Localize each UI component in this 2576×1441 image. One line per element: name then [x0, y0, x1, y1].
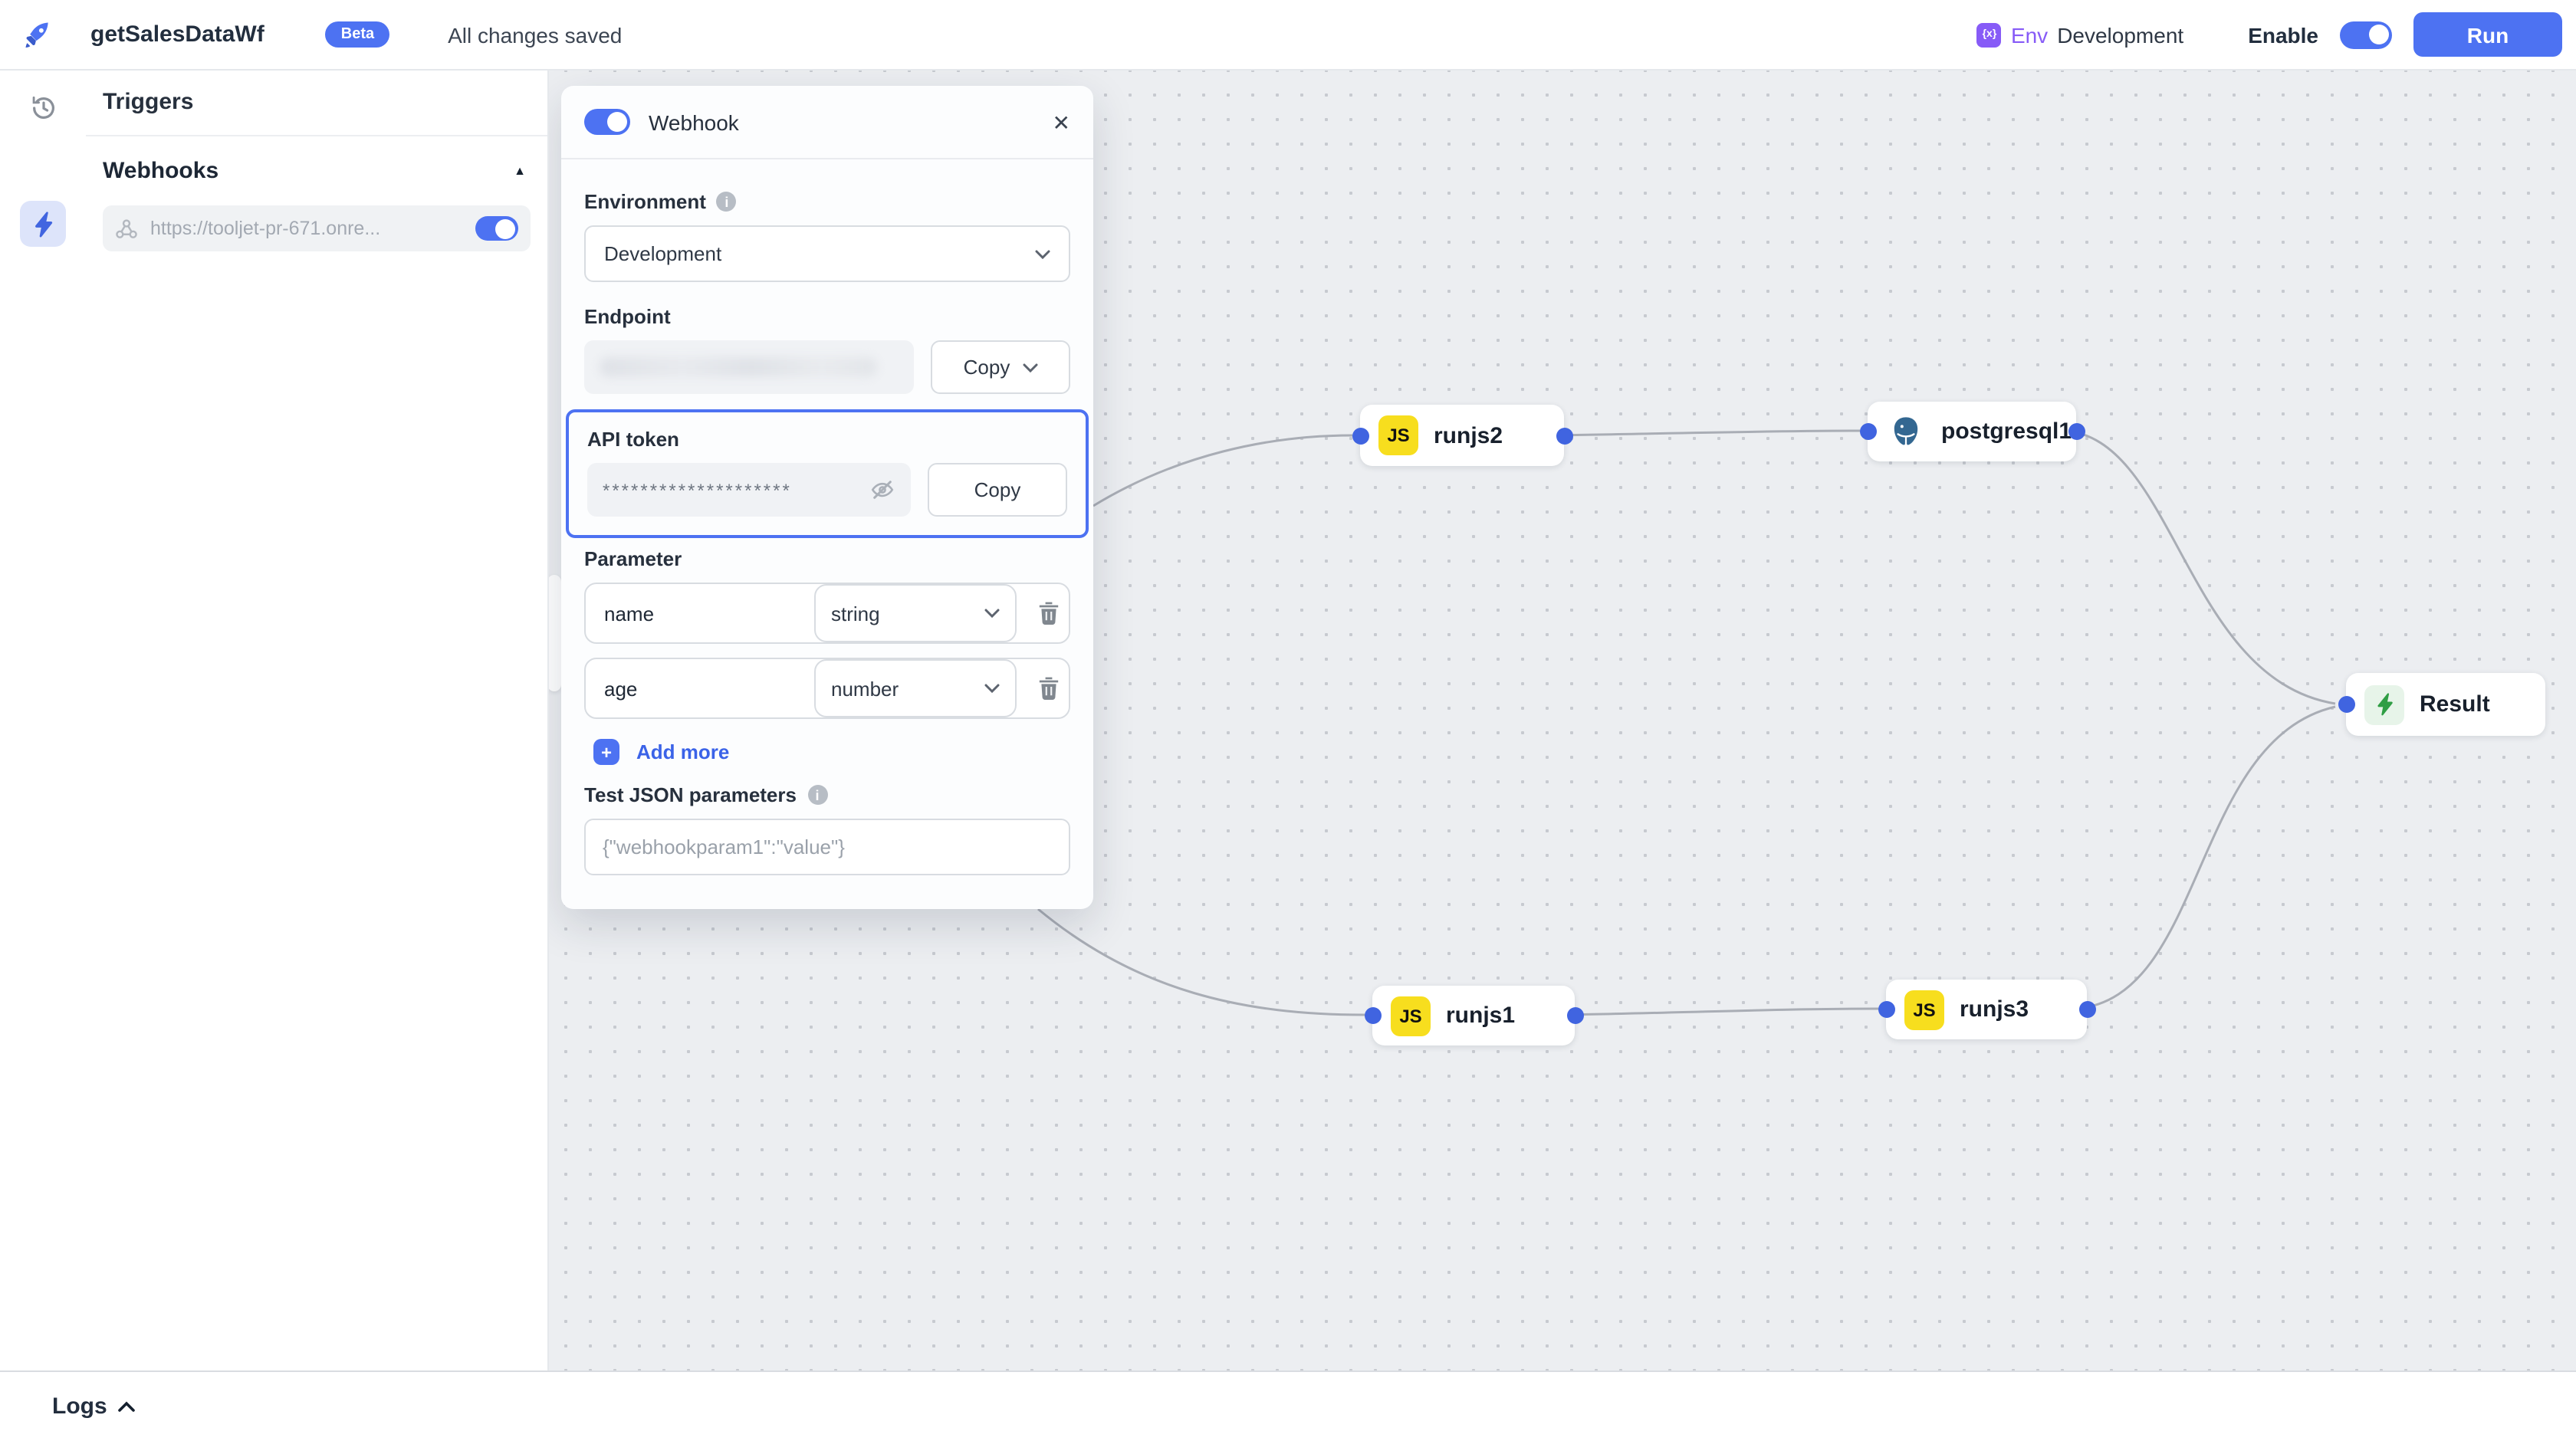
- webhooks-section-title: Webhooks: [103, 158, 219, 184]
- api-token-highlight-section: API token ********************: [566, 409, 1089, 538]
- chevron-down-icon: [984, 684, 1000, 693]
- run-history-icon[interactable]: [20, 84, 66, 130]
- input-port[interactable]: [1364, 1007, 1381, 1024]
- endpoint-value-field[interactable]: [584, 340, 914, 394]
- app-header: getSalesDataWf Beta All changes saved {x…: [0, 0, 2576, 71]
- triggers-panel: Triggers Webhooks ▲ https://tooljet-pr-6…: [86, 69, 549, 1372]
- test-json-input[interactable]: [584, 819, 1070, 875]
- edge-webhook-runjs1: [1037, 908, 1365, 1016]
- edge-runjs3-result: [2075, 705, 2336, 1010]
- environment-select[interactable]: Development: [584, 225, 1070, 282]
- tooljet-logo-icon[interactable]: [20, 18, 54, 51]
- env-value: Development: [2057, 22, 2184, 47]
- chevron-down-icon: [1022, 363, 1037, 372]
- edge-runjs2-postgresql1: [1552, 429, 1861, 437]
- edge-webhook-runjs2: [1092, 434, 1353, 507]
- parameter-name-input[interactable]: [586, 602, 814, 625]
- env-label: Env: [2010, 22, 2049, 47]
- edge-postgresql1-result: [2065, 429, 2336, 705]
- environment-label: Environment: [584, 190, 706, 213]
- webhooks-section-header[interactable]: Webhooks ▲: [86, 136, 547, 196]
- delete-parameter-icon[interactable]: [1029, 676, 1069, 701]
- add-more-button[interactable]: + Add more: [593, 739, 1070, 765]
- node-runjs2[interactable]: JS runjs2: [1352, 405, 1572, 466]
- node-runjs1[interactable]: JS runjs1: [1364, 986, 1583, 1045]
- api-token-copy-button[interactable]: Copy: [928, 463, 1067, 517]
- chevron-up-icon: [117, 1401, 135, 1412]
- api-token-label: API token: [587, 428, 679, 451]
- parameter-name-input[interactable]: [586, 677, 814, 700]
- close-icon[interactable]: ✕: [1052, 110, 1070, 134]
- webhook-list-item[interactable]: https://tooljet-pr-671.onre...: [103, 205, 531, 251]
- enable-toggle[interactable]: [2340, 21, 2392, 48]
- input-port[interactable]: [1859, 423, 1876, 440]
- endpoint-value-redacted: [600, 357, 877, 377]
- result-bolt-icon: [2364, 684, 2404, 724]
- output-port[interactable]: [1556, 427, 1572, 444]
- parameter-label: Parameter: [584, 547, 682, 570]
- node-result[interactable]: Result: [2338, 673, 2545, 736]
- webhook-url: https://tooljet-pr-671.onre...: [150, 218, 381, 239]
- output-port[interactable]: [1566, 1007, 1583, 1024]
- output-port[interactable]: [2068, 423, 2085, 440]
- webhook-enable-toggle[interactable]: [584, 109, 630, 135]
- edge-runjs1-runjs3: [1563, 1007, 1879, 1016]
- triggers-tab-bolt-icon[interactable]: [20, 201, 66, 247]
- beta-badge: Beta: [325, 21, 390, 48]
- postgresql-icon: [1886, 412, 1926, 451]
- js-icon: JS: [1391, 996, 1431, 1036]
- endpoint-copy-button[interactable]: Copy: [931, 340, 1070, 394]
- panel-title: Triggers: [86, 69, 547, 136]
- modal-title: Webhook: [649, 110, 739, 134]
- logs-bar: Logs: [0, 1370, 2576, 1441]
- enable-label: Enable: [2248, 22, 2318, 47]
- parameter-type-select[interactable]: number: [814, 659, 1017, 717]
- parameter-type-select[interactable]: string: [814, 584, 1017, 642]
- js-icon: JS: [1904, 990, 1944, 1029]
- info-icon: i: [807, 785, 827, 805]
- webhook-config-modal: Webhook ✕ Environment i Development Endp…: [561, 86, 1093, 909]
- info-icon: i: [716, 192, 737, 212]
- collapse-up-icon[interactable]: ▲: [514, 164, 526, 178]
- delete-parameter-icon[interactable]: [1029, 601, 1069, 625]
- webhook-item-toggle[interactable]: [475, 216, 518, 241]
- hidden-webhook-node-sliver: [547, 575, 561, 691]
- chevron-down-icon: [984, 609, 1000, 618]
- parameter-row: string: [584, 583, 1070, 644]
- node-runjs3[interactable]: JS runjs3: [1878, 980, 2095, 1039]
- input-port[interactable]: [1352, 427, 1368, 444]
- workflow-title[interactable]: getSalesDataWf: [90, 21, 264, 48]
- logs-toggle[interactable]: Logs: [52, 1393, 135, 1420]
- webhook-icon: [115, 217, 138, 240]
- endpoint-label: Endpoint: [584, 305, 671, 328]
- run-button[interactable]: Run: [2413, 12, 2562, 57]
- api-token-field[interactable]: ********************: [587, 463, 911, 517]
- env-icon: {x}: [1976, 22, 2002, 47]
- workflow-canvas[interactable]: JS runjs2 postgresql1: [547, 69, 2576, 1372]
- environment-indicator[interactable]: {x} Env Development: [1976, 22, 2184, 47]
- left-rail: [0, 69, 87, 1372]
- parameter-row: number: [584, 658, 1070, 719]
- plus-icon: +: [593, 739, 619, 765]
- edge-connections: [1037, 429, 2336, 1016]
- eye-off-icon[interactable]: [869, 478, 895, 501]
- output-port[interactable]: [2078, 1001, 2095, 1018]
- save-status: All changes saved: [448, 22, 623, 47]
- node-postgresql1[interactable]: postgresql1: [1859, 402, 2085, 461]
- test-json-label: Test JSON parameters: [584, 783, 797, 806]
- js-icon: JS: [1378, 415, 1418, 455]
- input-port[interactable]: [1878, 1001, 1894, 1018]
- input-port[interactable]: [2338, 696, 2354, 713]
- chevron-down-icon: [1035, 249, 1050, 258]
- api-token-masked-value: ********************: [603, 479, 792, 501]
- logs-label: Logs: [52, 1393, 107, 1420]
